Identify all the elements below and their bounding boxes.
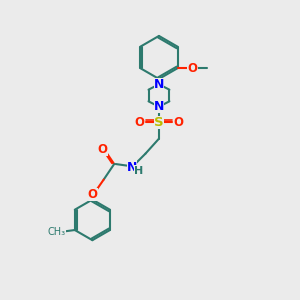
Text: O: O bbox=[173, 116, 183, 129]
Text: N: N bbox=[154, 100, 164, 113]
Text: O: O bbox=[135, 116, 145, 129]
Text: N: N bbox=[127, 160, 137, 173]
Text: O: O bbox=[88, 188, 98, 201]
Text: O: O bbox=[188, 62, 197, 75]
Text: O: O bbox=[98, 143, 108, 156]
Text: CH₃: CH₃ bbox=[48, 227, 66, 237]
Text: H: H bbox=[134, 166, 143, 176]
Text: N: N bbox=[154, 78, 164, 91]
Text: S: S bbox=[154, 116, 164, 129]
